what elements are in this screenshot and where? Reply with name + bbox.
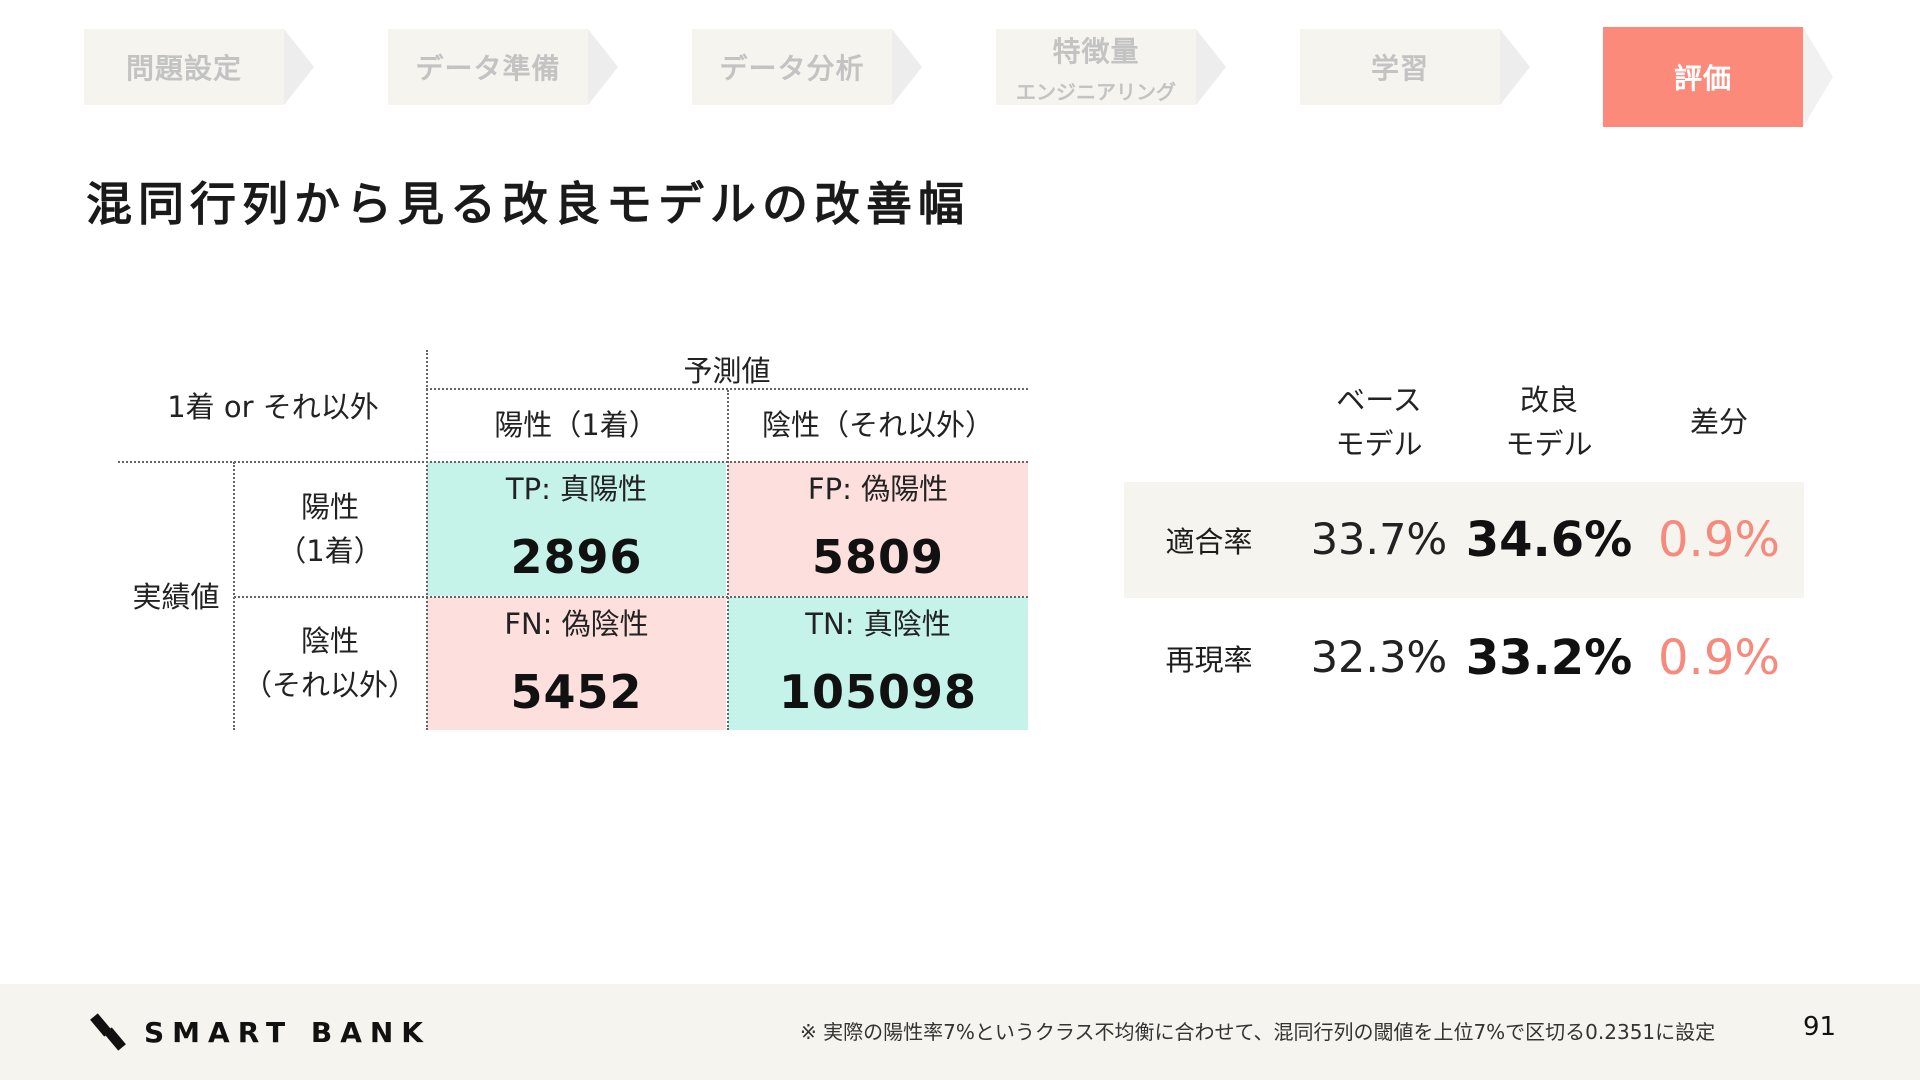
tp-label: TP: 真陽性 — [505, 472, 648, 506]
diff-value: 0.9% — [1658, 512, 1780, 568]
metrics-row-recall: 再現率 32.3% 33.2% 0.9% — [1124, 600, 1804, 716]
step-label: データ分析 — [719, 52, 865, 85]
metrics-row-precision: 適合率 33.7% 34.6% 0.9% — [1124, 482, 1804, 598]
step-feature-engineering[interactable]: 特徴量 エンジニアリング — [996, 29, 1226, 105]
base-value: 33.7% — [1310, 515, 1448, 565]
step-data-analysis[interactable]: データ分析 — [692, 29, 922, 105]
page-number: 91 — [1803, 1012, 1837, 1042]
step-training[interactable]: 学習 — [1300, 29, 1530, 105]
footnote: ※ 実際の陽性率7%というクラス不均衡に合わせて、混同行列の閾値を上位7%で区切… — [800, 1020, 1716, 1044]
actual-positive-header: 陽性 （1着） — [234, 462, 426, 596]
step-label: 特徴量 — [1052, 34, 1140, 68]
actual-negative-header: 陰性 （それ以外） — [234, 596, 426, 730]
cell-true-negative: TN: 真陰性 105098 — [728, 597, 1028, 730]
matrix-corner-label: 1着 or それ以外 — [167, 390, 379, 424]
predicted-header: 予測値 — [683, 354, 771, 388]
step-arrow — [1803, 27, 1833, 127]
step-arrow — [588, 29, 618, 105]
fn-value: 5452 — [510, 665, 643, 719]
cell-true-positive: TP: 真陽性 2896 — [427, 462, 726, 596]
header-improved-line1: 改良 — [1519, 383, 1578, 417]
footer: SMART BANK ※ 実際の陽性率7%というクラス不均衡に合わせて、混同行列… — [0, 984, 1920, 1080]
fn-label: FN: 偽陰性 — [504, 607, 649, 641]
matrix-divider — [234, 596, 1028, 598]
actual-header: 実績値 — [132, 580, 220, 614]
step-label: 問題設定 — [125, 52, 242, 85]
step-data-preparation[interactable]: データ準備 — [388, 29, 618, 105]
tn-label: TN: 真陰性 — [805, 607, 951, 641]
step-arrow — [892, 29, 922, 105]
logo-text: SMART BANK — [144, 1015, 431, 1049]
header-improved-line2: モデル — [1505, 427, 1593, 461]
actual-negative-label: 陰性 — [300, 624, 359, 658]
cell-false-negative: FN: 偽陰性 5452 — [427, 597, 726, 730]
header-diff: 差分 — [1689, 405, 1748, 439]
step-box-active: 評価 — [1603, 27, 1803, 127]
logo-mark-icon — [90, 1013, 126, 1051]
step-box: 学習 — [1300, 29, 1500, 105]
improved-value: 34.6% — [1465, 512, 1633, 568]
header-base-line2: モデル — [1335, 427, 1423, 461]
diff-value: 0.9% — [1658, 630, 1780, 686]
matrix-divider — [727, 390, 729, 730]
improved-value: 33.2% — [1465, 630, 1633, 686]
row-label: 再現率 — [1165, 643, 1253, 677]
step-label: データ準備 — [415, 52, 561, 85]
actual-negative-sublabel: （それ以外） — [242, 668, 417, 702]
tn-value: 105098 — [778, 665, 978, 719]
matrix-divider — [426, 350, 428, 730]
step-box: 問題設定 — [84, 29, 284, 105]
header-base-model: ベース モデル — [1294, 378, 1464, 466]
cell-false-positive: FP: 偽陽性 5809 — [728, 462, 1028, 596]
base-value: 32.3% — [1310, 633, 1448, 683]
step-box: 特徴量 エンジニアリング — [996, 29, 1196, 105]
brand-logo: SMART BANK — [90, 1012, 431, 1052]
fp-label: FP: 偽陽性 — [807, 472, 949, 506]
page-title: 混同行列から見る改良モデルの改善幅 — [86, 177, 970, 231]
step-arrow — [1500, 29, 1530, 105]
step-arrow — [284, 29, 314, 105]
header-improved-model: 改良 モデル — [1464, 378, 1634, 466]
matrix-divider — [118, 461, 1028, 463]
step-label: 評価 — [1673, 62, 1732, 95]
step-arrow — [1196, 29, 1226, 105]
pred-negative-header: 陰性（それ以外） — [761, 408, 994, 442]
step-problem-setting[interactable]: 問題設定 — [84, 29, 314, 105]
matrix-divider — [426, 388, 1028, 390]
header-base-line1: ベース — [1336, 383, 1422, 417]
step-box: データ分析 — [692, 29, 892, 105]
fp-value: 5809 — [811, 530, 945, 584]
step-sublabel: エンジニアリング — [1016, 79, 1176, 104]
pred-positive-header: 陽性（1着） — [494, 408, 658, 442]
step-label: 学習 — [1370, 52, 1429, 85]
step-box: データ準備 — [388, 29, 588, 105]
step-evaluation[interactable]: 評価 — [1603, 27, 1833, 127]
actual-positive-label: 陽性 — [300, 490, 359, 524]
tp-value: 2896 — [510, 530, 643, 584]
row-label: 適合率 — [1165, 525, 1253, 559]
actual-positive-sublabel: （1着） — [277, 534, 383, 568]
